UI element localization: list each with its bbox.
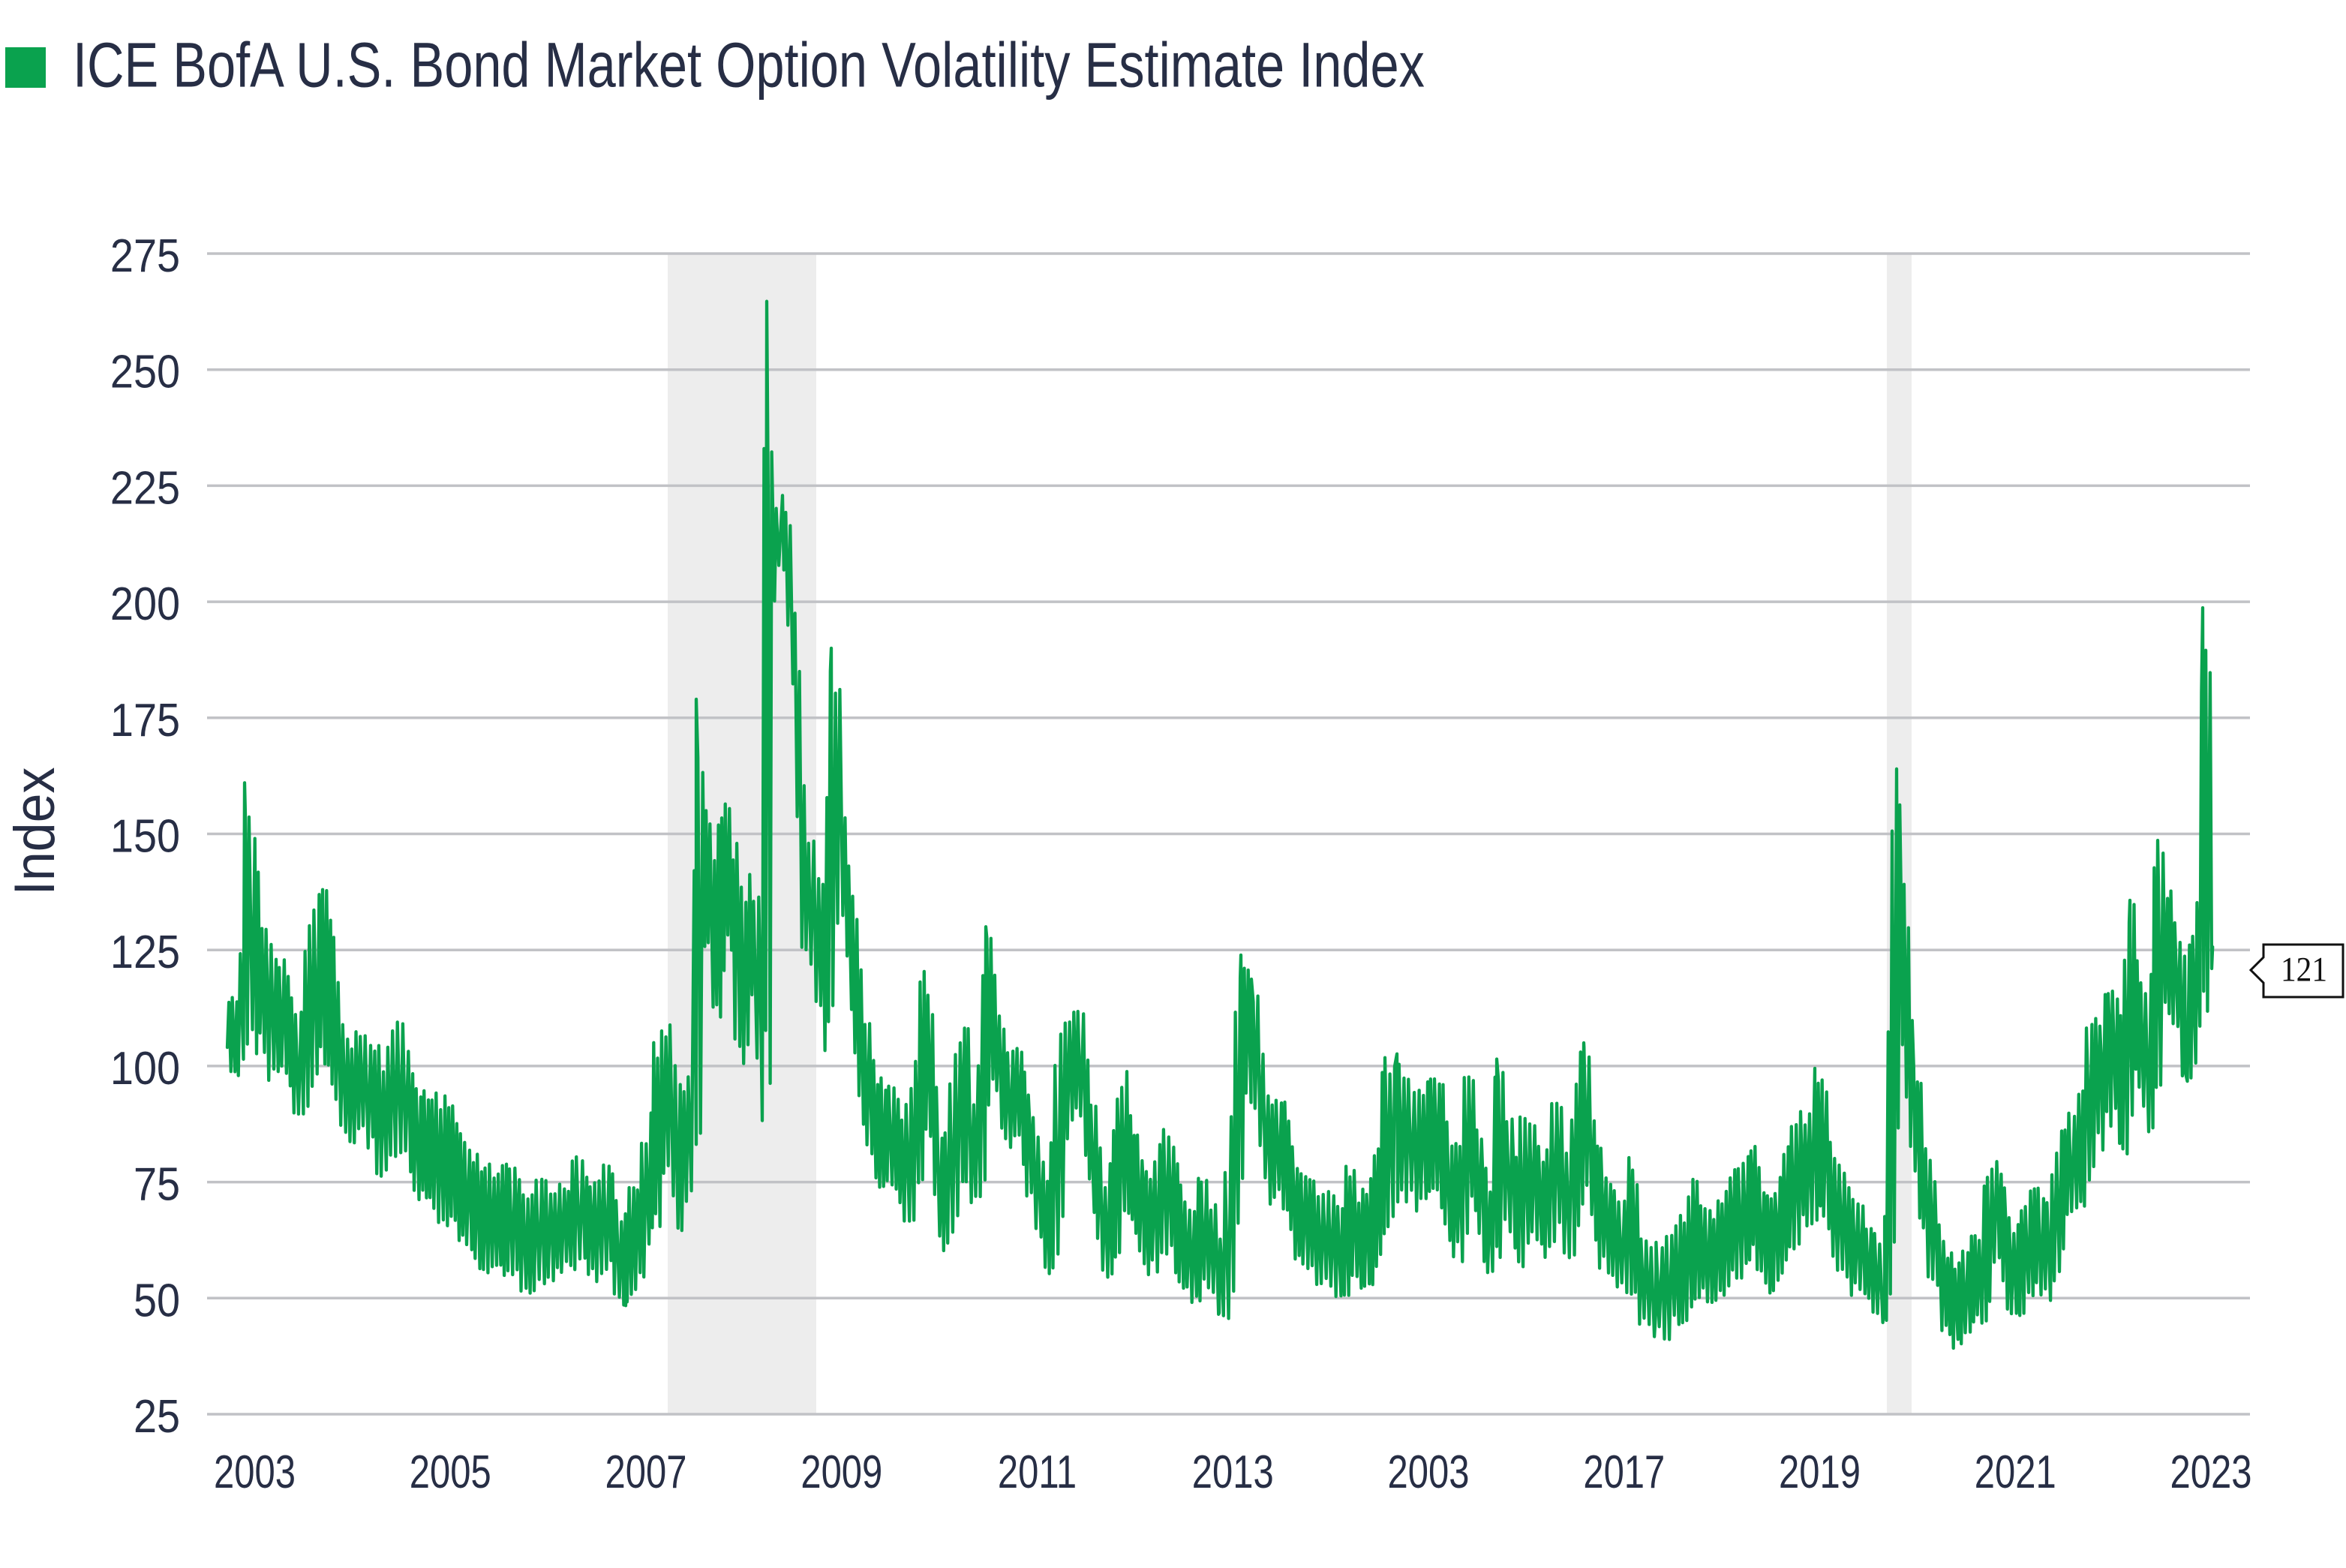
- svg-text:2017: 2017: [1583, 1445, 1665, 1497]
- svg-text:121: 121: [2281, 950, 2327, 989]
- svg-text:125: 125: [110, 927, 180, 978]
- svg-text:2009: 2009: [801, 1445, 882, 1497]
- svg-text:2005: 2005: [410, 1445, 491, 1497]
- svg-text:2021: 2021: [1975, 1445, 2056, 1497]
- svg-text:75: 75: [134, 1159, 180, 1210]
- svg-text:225: 225: [110, 463, 180, 514]
- svg-text:25: 25: [134, 1391, 180, 1442]
- svg-text:2003: 2003: [1388, 1445, 1470, 1497]
- svg-text:100: 100: [110, 1043, 180, 1094]
- svg-text:175: 175: [110, 695, 180, 746]
- svg-text:250: 250: [110, 347, 180, 398]
- svg-text:2013: 2013: [1192, 1445, 1274, 1497]
- svg-text:Index: Index: [3, 767, 66, 895]
- svg-text:2007: 2007: [605, 1445, 687, 1497]
- svg-text:200: 200: [110, 578, 180, 629]
- svg-text:ICE BofA U.S. Bond Market Opti: ICE BofA U.S. Bond Market Option Volatil…: [73, 31, 1425, 101]
- svg-text:2011: 2011: [998, 1445, 1077, 1497]
- svg-text:2003: 2003: [214, 1445, 296, 1497]
- svg-text:2019: 2019: [1779, 1445, 1861, 1497]
- svg-text:50: 50: [134, 1275, 180, 1326]
- svg-text:275: 275: [110, 230, 180, 281]
- svg-text:150: 150: [110, 811, 180, 862]
- svg-text:2023: 2023: [2170, 1445, 2252, 1497]
